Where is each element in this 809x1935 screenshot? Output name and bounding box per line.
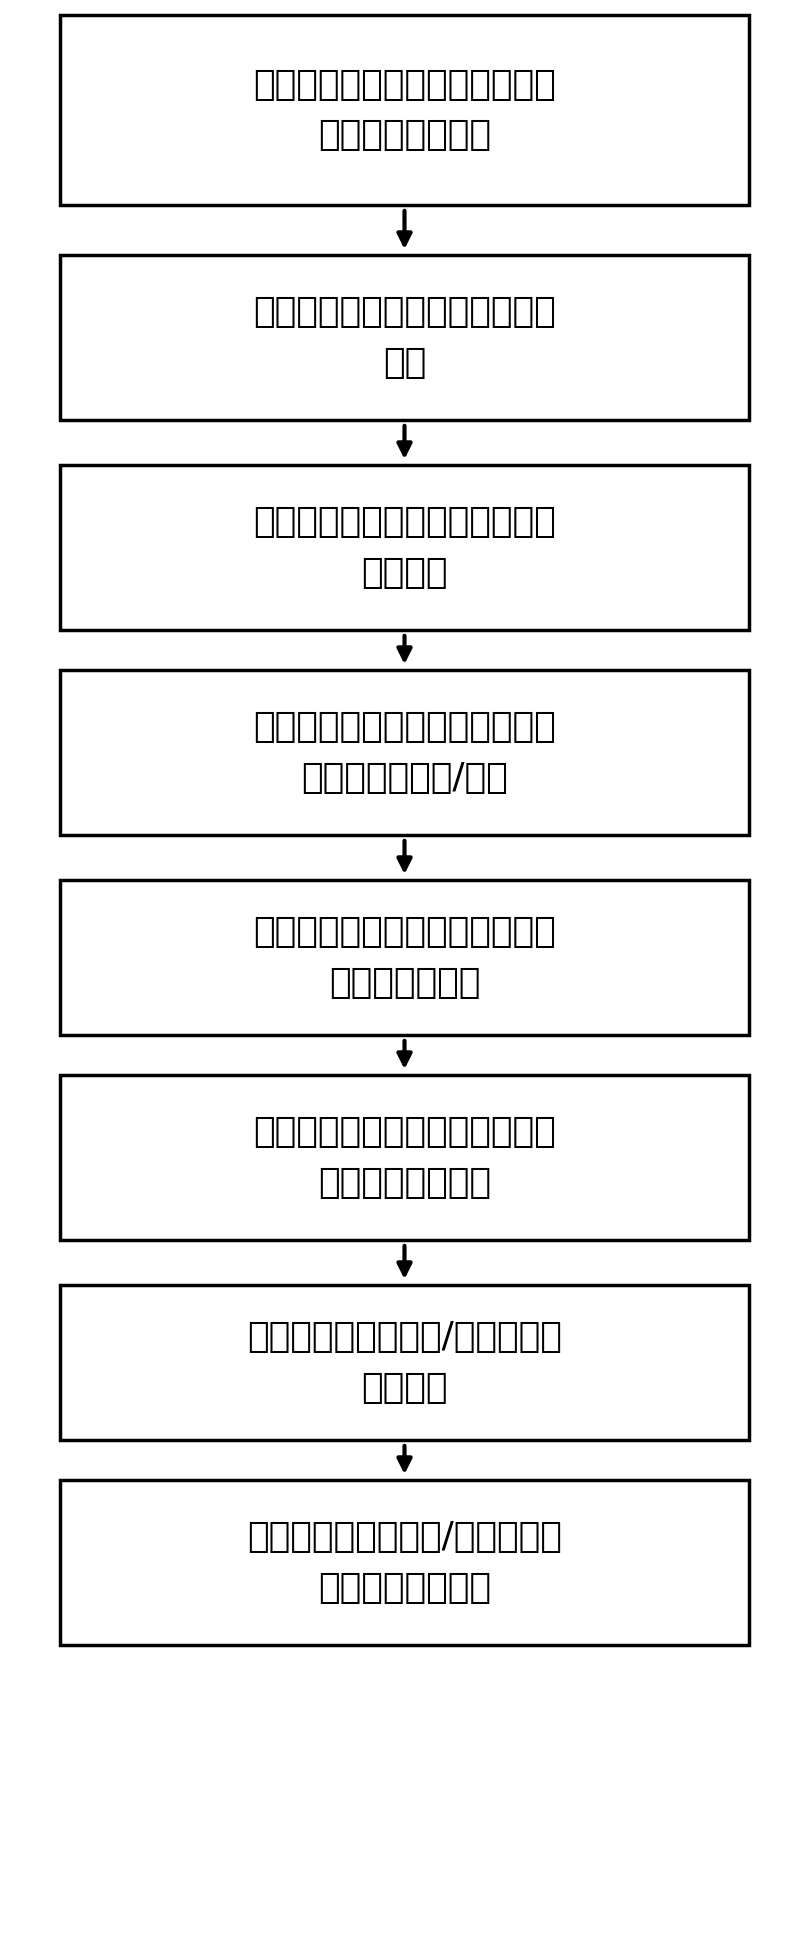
Bar — [60, 1480, 749, 1645]
Bar — [60, 464, 749, 631]
Text: 计算工具负载在新坐标系中产生
的动力和动力矩: 计算工具负载在新坐标系中产生 的动力和动力矩 — [253, 915, 556, 1000]
Text: 将工具负载造成的力/力矩补偿至
机器人的每个关节: 将工具负载造成的力/力矩补偿至 机器人的每个关节 — [247, 1521, 562, 1604]
Text: 计算工具负载在新坐标系中对坐
标原点产生的力/力矩: 计算工具负载在新坐标系中对坐 标原点产生的力/力矩 — [253, 710, 556, 795]
Text: 将工具负载造成的力/力矩统一至
新坐标系: 将工具负载造成的力/力矩统一至 新坐标系 — [247, 1320, 562, 1405]
Bar — [60, 1076, 749, 1240]
Bar — [60, 880, 749, 1035]
Bar — [60, 255, 749, 420]
Text: 计算机器人末端法兰坐标系到基
坐标系的转换矩阵: 计算机器人末端法兰坐标系到基 坐标系的转换矩阵 — [253, 68, 556, 153]
Bar — [60, 1285, 749, 1440]
Text: 计算机器人末端法兰相对于基坐
标系的雅克比矩阵: 计算机器人末端法兰相对于基坐 标系的雅克比矩阵 — [253, 1115, 556, 1200]
Bar — [60, 670, 749, 836]
Text: 计算工具负载的质心在新坐标系
中的坐标: 计算工具负载的质心在新坐标系 中的坐标 — [253, 505, 556, 590]
Bar — [60, 15, 749, 205]
Text: 计算基坐标系到新坐标系的转换
矩阵: 计算基坐标系到新坐标系的转换 矩阵 — [253, 296, 556, 379]
